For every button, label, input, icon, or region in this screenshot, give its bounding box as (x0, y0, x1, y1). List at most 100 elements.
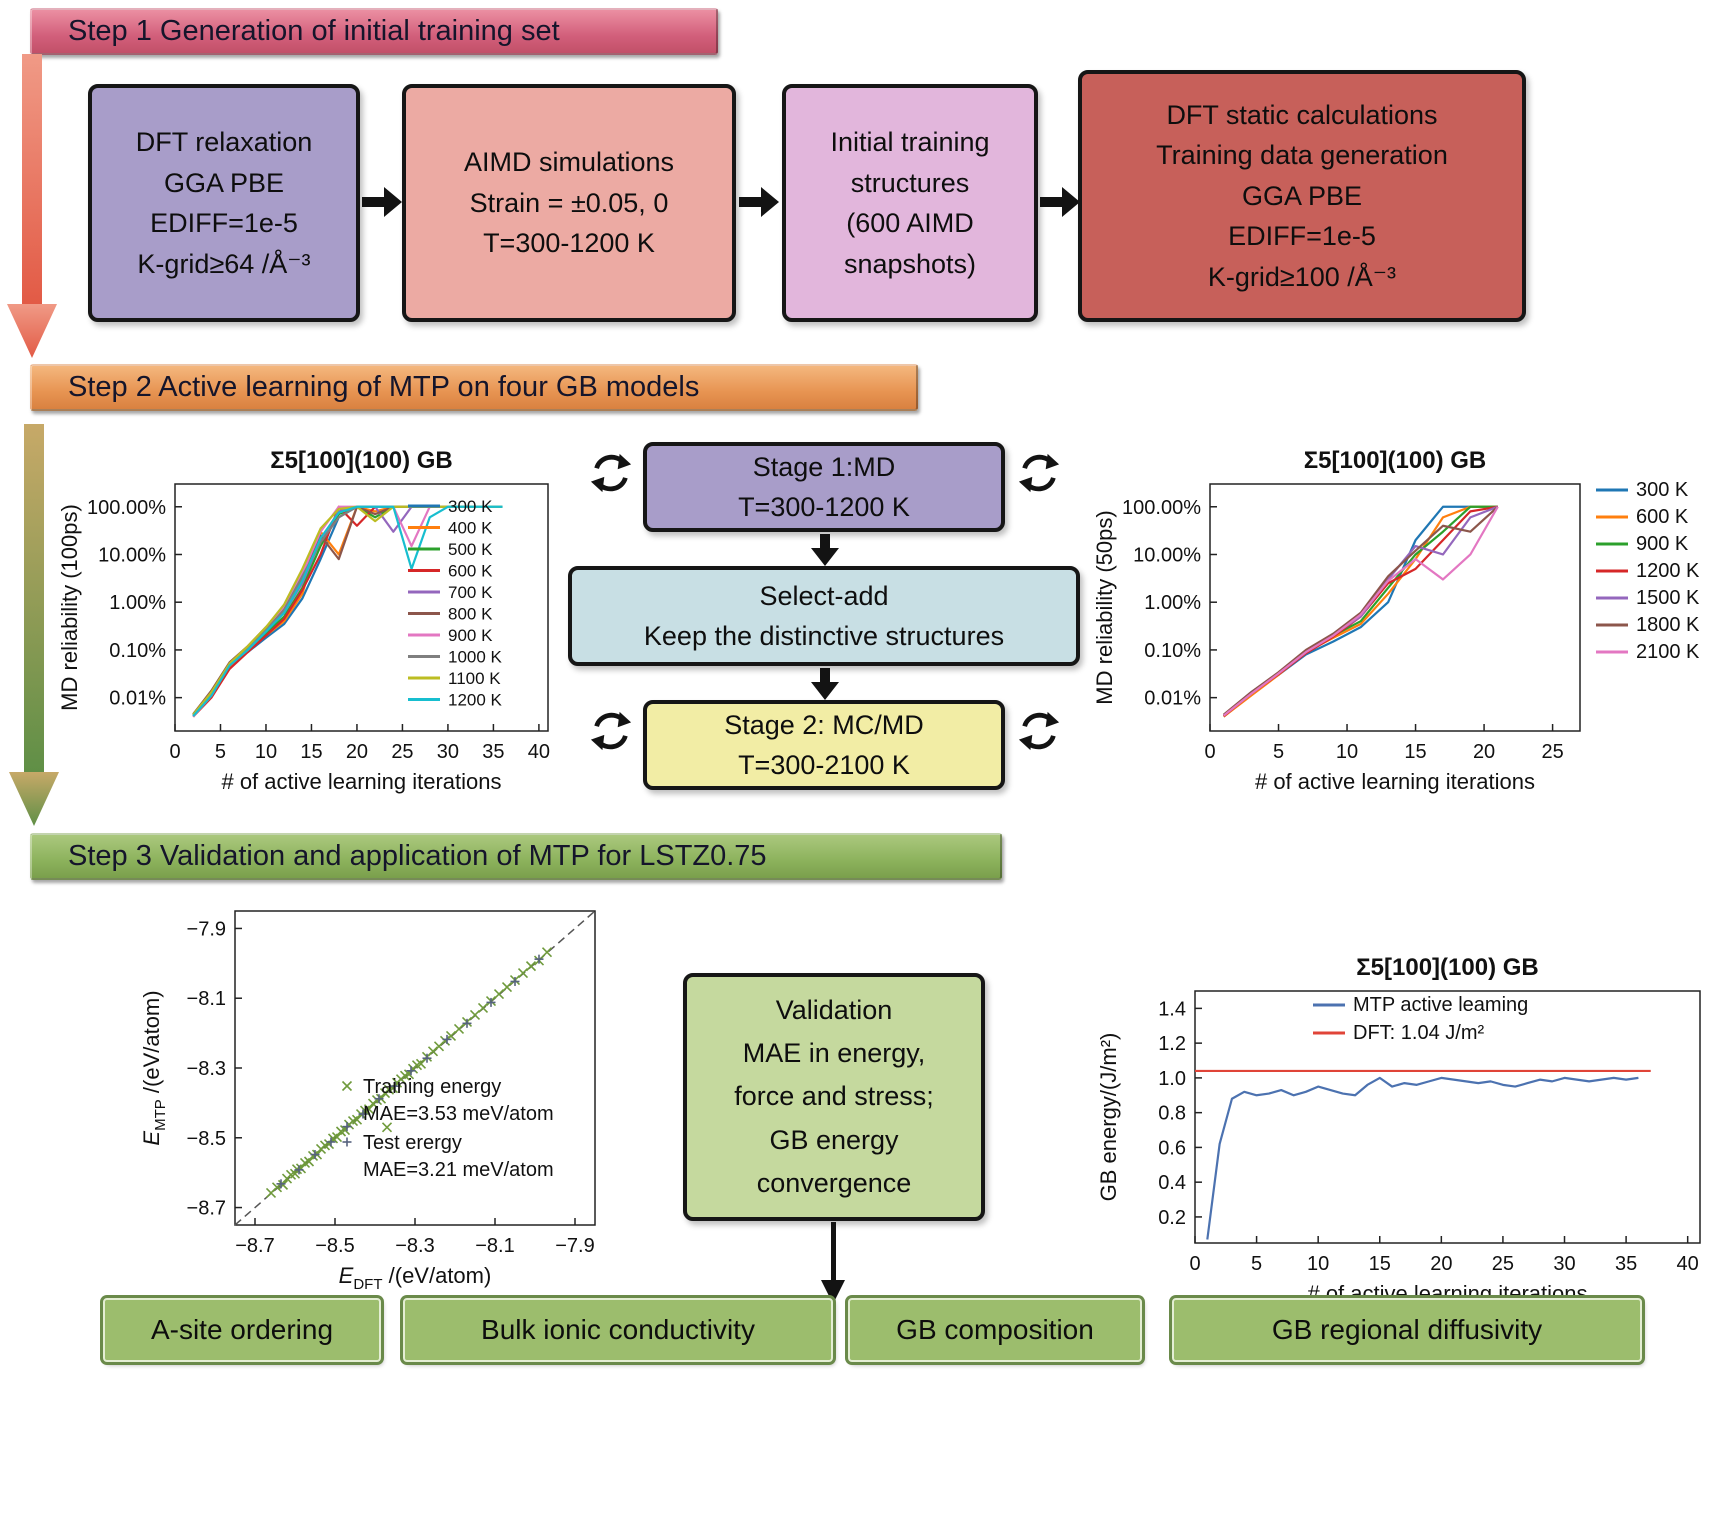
svg-text:EMTP /(eV/atom): EMTP /(eV/atom) (139, 990, 169, 1145)
svg-text:10: 10 (255, 741, 277, 763)
arrow-down-icon (811, 534, 839, 566)
svg-text:5: 5 (1251, 1253, 1262, 1275)
svg-text:15: 15 (1404, 741, 1426, 763)
svg-text:Σ5[100](100) GB: Σ5[100](100) GB (1304, 447, 1486, 474)
svg-text:500 K: 500 K (448, 540, 493, 559)
energy-parity-chart-svg: −8.7 −8.5 −8.3 −8.1 −7.9 −7.9 −8.1 −8.3 −8.5 −8.7… (139, 910, 596, 1293)
dft-static-box: DFT static calculations Training data ge… (1078, 70, 1526, 322)
svg-text:35: 35 (482, 741, 504, 763)
svg-text:−7.9: −7.9 (187, 918, 226, 940)
svg-text:−8.1: −8.1 (475, 1235, 514, 1257)
application-box-gb-composition: GB composition (848, 1298, 1142, 1362)
svg-text:Training energy: Training energy (363, 1076, 501, 1098)
svg-text:1.2: 1.2 (1158, 1033, 1186, 1055)
svg-text:1.00%: 1.00% (1144, 592, 1201, 614)
step1-banner: Step 1 Generation of initial training se… (30, 8, 718, 55)
svg-text:1800 K: 1800 K (1636, 614, 1700, 636)
svg-text:GB energy/(J/m²): GB energy/(J/m²) (1096, 1033, 1121, 1202)
svg-text:300 K: 300 K (1636, 479, 1689, 501)
cycle-icon (588, 452, 634, 496)
gb-energy-chart-svg: 0 5 10 15 20 25 30 35 40 0.2 0.4 0.6 0.8 1.0 1.2 1.4 Σ5[… (1096, 954, 1701, 1306)
svg-text:25: 25 (1492, 1253, 1514, 1275)
svg-text:900 K: 900 K (1636, 533, 1689, 555)
svg-text:15: 15 (1369, 1253, 1391, 1275)
step3-banner-label: Step 3 Validation and application of MTP… (68, 840, 767, 872)
arrow-right-icon (1040, 187, 1080, 217)
stage2-mcmd-box: Stage 2: MC/MD T=300-2100 K (643, 700, 1005, 790)
application-box-gb-regional-diffusivity: GB regional diffusivity (1172, 1298, 1642, 1362)
aimd-simulations-box: AIMD simulations Strain = ±0.05, 0 T=300… (402, 84, 736, 322)
svg-text:5: 5 (1273, 741, 1284, 763)
svg-text:30: 30 (1553, 1253, 1575, 1275)
svg-text:100.00%: 100.00% (87, 497, 166, 519)
arrow-down-icon (811, 668, 839, 700)
svg-text:25: 25 (391, 741, 413, 763)
svg-text:800 K: 800 K (448, 605, 493, 624)
md-reliability-50ps-chart-svg: 0 5 10 15 20 25 100.00% 10.00% 1.00% 0.10% 0.01% Σ5… (1092, 447, 1700, 794)
svg-text:−7.9: −7.9 (555, 1235, 594, 1257)
svg-text:20: 20 (1473, 741, 1495, 763)
arrow-right-icon (739, 187, 779, 217)
svg-text:600 K: 600 K (1636, 506, 1689, 528)
cycle-icon (1016, 452, 1062, 496)
svg-text:0.01%: 0.01% (109, 688, 166, 710)
energy-parity-chart: −8.7 −8.5 −8.3 −8.1 −7.9 −7.9 −8.1 −8.3 −8.5 −8.7… (135, 893, 615, 1303)
svg-text:0: 0 (1204, 741, 1215, 763)
validation-box: Validation MAE in energy, force and stre… (683, 973, 985, 1221)
svg-text:10: 10 (1336, 741, 1358, 763)
svg-text:1200 K: 1200 K (1636, 560, 1700, 582)
svg-text:MD reliability (100ps): MD reliability (100ps) (57, 504, 82, 711)
application-box-bulk-ionic-conductivity: Bulk ionic conductivity (403, 1298, 833, 1362)
svg-text:0.10%: 0.10% (109, 640, 166, 662)
svg-text:0.2: 0.2 (1158, 1207, 1186, 1229)
svg-text:Σ5[100](100) GB: Σ5[100](100) GB (270, 447, 452, 474)
svg-text:0: 0 (1189, 1253, 1200, 1275)
svg-text:100.00%: 100.00% (1122, 497, 1201, 519)
cycle-icon (1016, 710, 1062, 754)
svg-text:−8.1: −8.1 (187, 988, 226, 1010)
svg-text:5: 5 (215, 741, 226, 763)
svg-text:1100 K: 1100 K (448, 669, 501, 688)
svg-text:DFT: 1.04 J/m²: DFT: 1.04 J/m² (1353, 1022, 1484, 1044)
svg-text:0.4: 0.4 (1158, 1172, 1186, 1194)
step1-banner-label: Step 1 Generation of initial training se… (68, 15, 560, 47)
svg-text:Σ5[100](100) GB: Σ5[100](100) GB (1356, 954, 1538, 981)
arrow-right-icon (362, 187, 402, 217)
svg-text:−8.5: −8.5 (315, 1235, 354, 1257)
svg-text:1.00%: 1.00% (109, 592, 166, 614)
step2-banner: Step 2 Active learning of MTP on four GB… (30, 364, 918, 411)
svg-text:MD reliability (50ps): MD reliability (50ps) (1092, 510, 1117, 704)
md-reliability-100ps-chart-svg: 0 5 10 15 20 25 30 35 40 100.00% 10.00% 1.00% 0.10% 0… (57, 447, 550, 794)
gb-energy-chart: 0 5 10 15 20 25 30 35 40 0.2 0.4 0.6 0.8 1.0 1.2 1.4 Σ5[… (1090, 945, 1730, 1315)
svg-text:EDFT /(eV/atom): EDFT /(eV/atom) (339, 1263, 492, 1293)
svg-text:35: 35 (1615, 1253, 1637, 1275)
svg-text:1200 K: 1200 K (448, 691, 503, 710)
svg-text:2100 K: 2100 K (1636, 641, 1700, 663)
svg-text:# of active learning iteration: # of active learning iterations (1255, 769, 1535, 794)
svg-text:1.0: 1.0 (1158, 1068, 1186, 1090)
svg-text:0.6: 0.6 (1158, 1137, 1186, 1159)
select-add-box: Select-add Keep the distinctive structur… (568, 566, 1080, 666)
svg-text:−8.7: −8.7 (187, 1198, 226, 1220)
svg-text:15: 15 (300, 741, 322, 763)
svg-text:700 K: 700 K (448, 583, 493, 602)
stage1-md-box: Stage 1:MD T=300-1200 K (643, 442, 1005, 532)
svg-text:400 K: 400 K (448, 519, 493, 538)
step3-banner: Step 3 Validation and application of MTP… (30, 833, 1002, 880)
svg-text:10.00%: 10.00% (1133, 544, 1201, 566)
svg-text:40: 40 (1677, 1253, 1699, 1275)
svg-text:900 K: 900 K (448, 626, 493, 645)
svg-text:0.10%: 0.10% (1144, 640, 1201, 662)
svg-text:MAE=3.21 meV/atom: MAE=3.21 meV/atom (363, 1159, 554, 1181)
svg-text:0: 0 (169, 741, 180, 763)
svg-text:20: 20 (1430, 1253, 1452, 1275)
cycle-icon (588, 710, 634, 754)
step1-to-step2-arrow (7, 54, 57, 358)
initial-structures-box: Initial training structures (600 AIMD sn… (782, 84, 1038, 322)
svg-text:−8.7: −8.7 (235, 1235, 274, 1257)
md-reliability-50ps-chart: 0 5 10 15 20 25 100.00% 10.00% 1.00% 0.10% 0.01% Σ5… (1090, 438, 1730, 803)
svg-text:30: 30 (437, 741, 459, 763)
svg-text:1.4: 1.4 (1158, 998, 1186, 1020)
md-reliability-100ps-chart: 0 5 10 15 20 25 30 35 40 100.00% 10.00% 1.00% 0.10% 0… (55, 438, 560, 803)
